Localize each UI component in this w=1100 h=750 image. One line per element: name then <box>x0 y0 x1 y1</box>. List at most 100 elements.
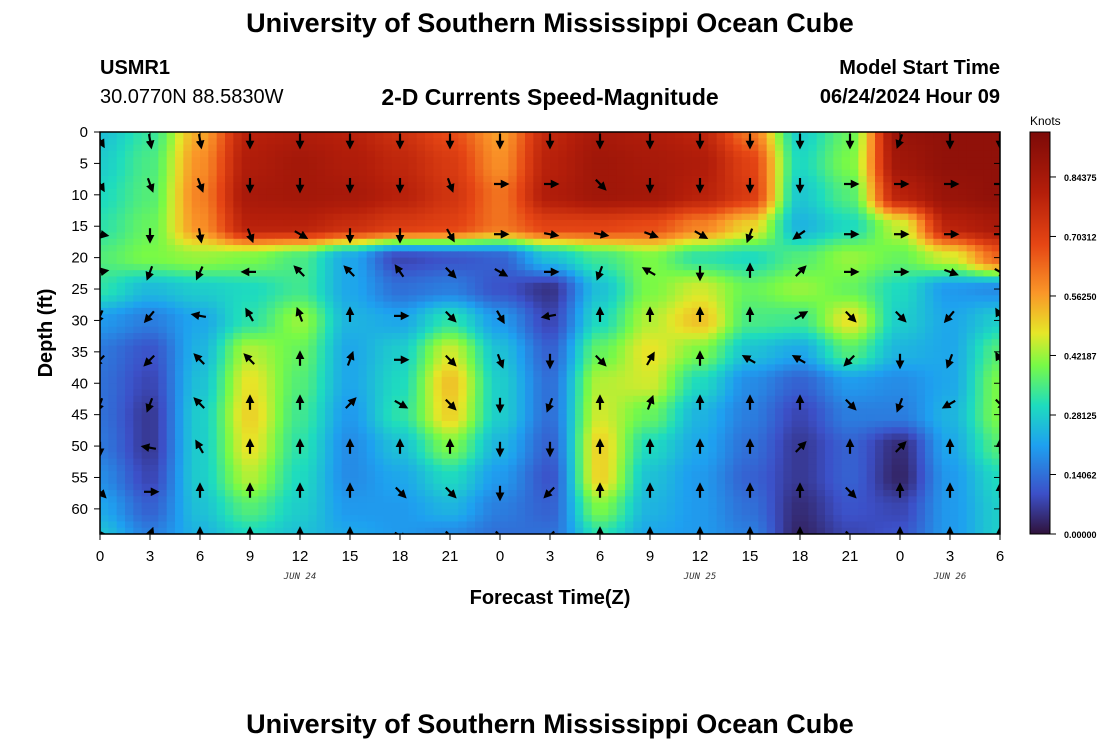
heat-cell <box>358 270 368 278</box>
heat-cell <box>408 314 418 322</box>
heat-cell <box>916 132 926 139</box>
heat-cell <box>833 282 843 290</box>
heat-cell <box>825 408 834 416</box>
heat-cell <box>383 232 393 240</box>
heat-cell <box>550 301 559 309</box>
heat-cell <box>766 301 776 309</box>
heat-cell <box>491 289 501 296</box>
heat-cell <box>825 282 834 290</box>
heat-cell <box>600 132 609 139</box>
heat-cell <box>841 270 851 278</box>
heat-cell <box>208 320 218 328</box>
heat-cell <box>658 138 668 146</box>
heat-cell <box>675 270 684 278</box>
heat-cell <box>725 138 734 146</box>
heat-cell <box>700 370 709 378</box>
heat-cell <box>975 370 984 378</box>
heat-cell <box>566 414 576 422</box>
heat-cell <box>875 238 884 246</box>
heat-cell <box>883 270 893 278</box>
heat-cell <box>133 219 143 227</box>
heat-cell <box>683 182 693 190</box>
heat-cell <box>175 144 184 152</box>
heat-cell <box>458 333 468 340</box>
heat-cell <box>491 326 501 334</box>
heat-cell <box>716 219 726 227</box>
heat-cell <box>758 314 768 322</box>
heat-cell <box>341 276 351 284</box>
heat-cell <box>416 169 426 177</box>
heat-cell <box>933 144 943 152</box>
heat-cell <box>266 175 276 183</box>
heat-cell <box>100 295 109 303</box>
heat-cell <box>416 188 426 196</box>
heat-cell <box>525 276 534 284</box>
heat-cell <box>733 408 743 416</box>
heat-cell <box>250 138 259 146</box>
heat-cell <box>375 182 384 190</box>
heat-cell <box>216 188 226 196</box>
heat-cell <box>700 326 709 334</box>
heat-cell <box>166 326 176 334</box>
heat-cell <box>708 201 718 208</box>
heat-cell <box>566 282 576 290</box>
heat-cell <box>158 282 168 290</box>
heat-cell <box>841 282 851 290</box>
heat-cell <box>875 289 884 296</box>
heat-cell <box>250 314 259 322</box>
heat-cell <box>591 263 601 271</box>
heat-cell <box>900 194 909 202</box>
heat-cell <box>716 414 726 422</box>
heat-cell <box>608 213 618 221</box>
heat-cell <box>641 194 651 202</box>
heat-cell <box>325 213 334 221</box>
heat-cell <box>650 402 659 409</box>
heat-cell <box>883 333 893 340</box>
heat-cell <box>666 257 676 265</box>
heat-cell <box>258 301 268 309</box>
heat-cell <box>641 175 651 183</box>
heat-cell <box>108 339 118 347</box>
heat-cell <box>616 132 626 139</box>
heat-cell <box>433 188 443 196</box>
heat-cell <box>641 339 651 347</box>
heat-cell <box>641 207 651 215</box>
heat-cell <box>708 395 718 403</box>
heat-cell <box>825 339 834 347</box>
heat-cell <box>183 326 193 334</box>
heat-cell <box>333 295 343 303</box>
heat-cell <box>633 144 643 152</box>
heat-cell <box>833 376 843 384</box>
heat-cell <box>975 226 984 234</box>
heat-cell <box>333 150 343 158</box>
heat-cell <box>941 150 951 158</box>
heat-cell <box>558 307 568 315</box>
heat-cell <box>541 282 551 290</box>
heat-cell <box>250 402 259 409</box>
heat-cell <box>208 169 218 177</box>
heat-cell <box>175 182 184 190</box>
heat-cell <box>166 389 176 397</box>
heat-cell <box>816 226 826 234</box>
heat-cell <box>350 150 359 158</box>
heat-cell <box>425 395 434 403</box>
heat-cell <box>533 282 543 290</box>
heat-cell <box>900 150 909 158</box>
heat-cell <box>308 326 318 334</box>
heat-cell <box>591 364 601 372</box>
heat-cell <box>458 364 468 372</box>
heat-cell <box>908 144 918 152</box>
heat-cell <box>225 326 234 334</box>
heat-cell <box>916 276 926 284</box>
heat-cell <box>225 320 234 328</box>
heat-cell <box>191 345 201 353</box>
heat-cell <box>450 157 459 165</box>
heat-cell <box>525 345 534 353</box>
heat-cell <box>566 207 576 215</box>
heat-cell <box>508 144 518 152</box>
heat-cell <box>566 383 576 391</box>
heat-cell <box>600 163 609 171</box>
heat-cell <box>816 402 826 409</box>
heat-cell <box>566 339 576 347</box>
heat-cell <box>358 144 368 152</box>
